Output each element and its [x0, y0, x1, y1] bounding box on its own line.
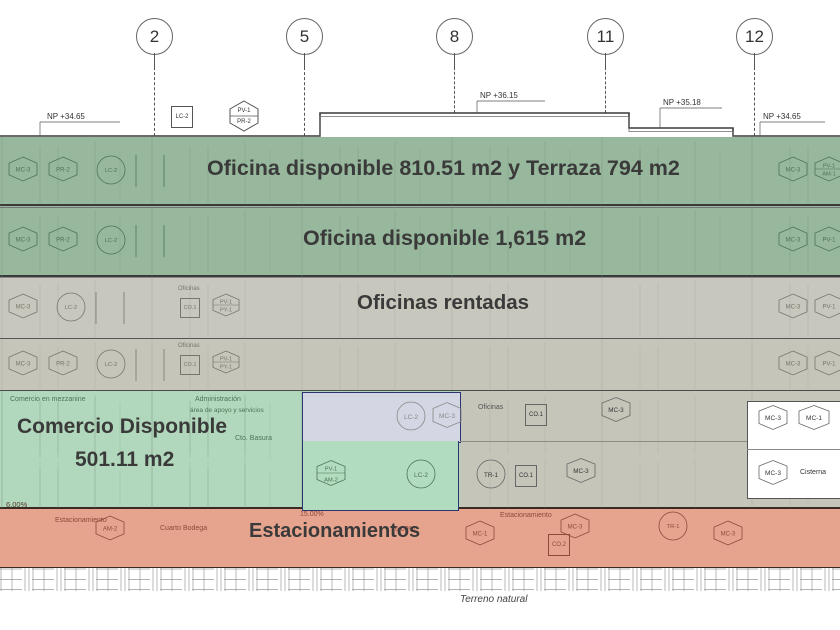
- svg-text:PV-1: PV-1: [325, 467, 338, 473]
- svg-text:MC-3: MC-3: [786, 362, 801, 368]
- svg-text:MC-1: MC-1: [473, 532, 488, 538]
- svg-text:TR-1: TR-1: [667, 524, 680, 530]
- svg-text:PV-1: PV-1: [220, 299, 232, 305]
- svg-text:TR-1: TR-1: [484, 472, 498, 479]
- svg-text:PR-2: PR-2: [56, 362, 70, 368]
- svg-text:MC-3: MC-3: [765, 415, 781, 422]
- svg-text:PR-2: PR-2: [56, 237, 70, 243]
- svg-text:MC-3: MC-3: [16, 362, 31, 368]
- svg-text:PV-1: PV-1: [822, 237, 836, 243]
- svg-text:AM-2: AM-2: [103, 527, 118, 533]
- svg-text:PR-2: PR-2: [237, 119, 251, 125]
- svg-text:MC-3: MC-3: [786, 304, 801, 310]
- svg-text:MC-3: MC-3: [608, 407, 624, 414]
- svg-text:NP +34.65: NP +34.65: [47, 112, 85, 121]
- svg-text:MC-3: MC-3: [568, 525, 583, 531]
- svg-text:NP +36.15: NP +36.15: [480, 91, 518, 100]
- svg-text:MC-3: MC-3: [573, 468, 589, 475]
- svg-text:MC-3: MC-3: [786, 168, 801, 174]
- svg-text:MC-3: MC-3: [16, 168, 31, 174]
- svg-text:LC-2: LC-2: [414, 472, 428, 479]
- svg-text:PR-2: PR-2: [56, 168, 70, 174]
- svg-text:PV-1: PV-1: [822, 304, 836, 310]
- svg-text:MC-3: MC-3: [16, 304, 31, 310]
- svg-text:PV-1: PV-1: [220, 357, 232, 363]
- svg-text:PY-1: PY-1: [220, 307, 232, 313]
- svg-text:LC-2: LC-2: [404, 414, 418, 421]
- svg-text:LC-2: LC-2: [65, 305, 78, 311]
- svg-text:MC-3: MC-3: [439, 413, 455, 420]
- svg-text:MC-3: MC-3: [765, 470, 781, 477]
- svg-text:PY-1: PY-1: [220, 365, 232, 371]
- svg-text:AM-1: AM-1: [822, 172, 836, 178]
- svg-text:MC-3: MC-3: [16, 237, 31, 243]
- svg-text:MC-1: MC-1: [806, 415, 822, 422]
- svg-text:PV-1: PV-1: [823, 164, 835, 170]
- svg-text:LC-2: LC-2: [105, 362, 118, 368]
- svg-text:NP +35.18: NP +35.18: [663, 98, 701, 107]
- svg-text:LC-2: LC-2: [105, 168, 118, 174]
- svg-text:MC-3: MC-3: [721, 532, 736, 538]
- svg-text:LC-2: LC-2: [105, 238, 118, 244]
- svg-text:NP +34.65: NP +34.65: [763, 112, 801, 121]
- svg-text:PV-1: PV-1: [822, 362, 836, 368]
- svg-text:MC-3: MC-3: [786, 237, 801, 243]
- svg-text:AM-2: AM-2: [324, 478, 338, 484]
- svg-text:PV-1: PV-1: [237, 108, 251, 114]
